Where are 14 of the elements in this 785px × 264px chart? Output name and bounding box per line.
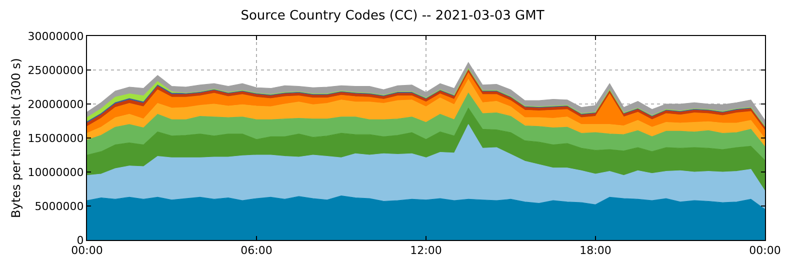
x-tick-label: 00:00 [71, 244, 103, 258]
x-tick-label: 18:00 [580, 244, 612, 258]
y-tick-label: 30000000 [28, 30, 84, 43]
x-tick-label: 12:00 [410, 244, 442, 258]
x-tick-label: 06:00 [240, 244, 272, 258]
x-tick-label: 00:00 [749, 244, 781, 258]
y-tick-label: 0 [76, 234, 84, 247]
chart-title: Source Country Codes (CC) -- 2021-03-03 GMT [240, 8, 544, 24]
y-tick-label: 10000000 [28, 166, 84, 179]
y-tick-label: 20000000 [28, 98, 84, 111]
y-tick-label: 25000000 [28, 64, 84, 77]
y-axis-title: Bytes per time slot (300 s) [9, 58, 24, 218]
y-tick-label: 5000000 [34, 200, 84, 213]
y-tick-label: 15000000 [28, 132, 84, 145]
